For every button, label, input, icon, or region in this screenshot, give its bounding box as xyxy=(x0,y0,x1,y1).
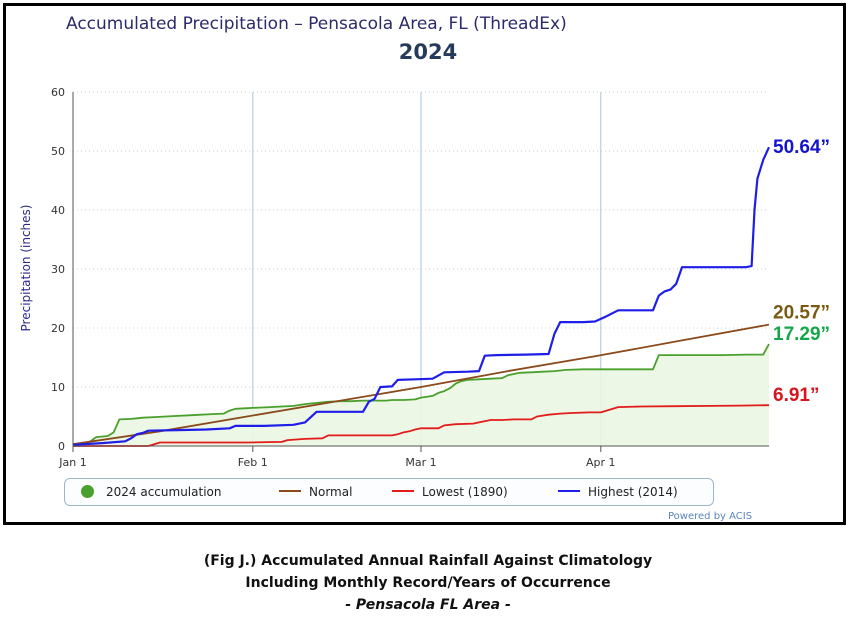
x-tick-label: Apr 1 xyxy=(586,456,616,469)
y-tick-label: 10 xyxy=(51,381,65,394)
brown-line-icon xyxy=(279,490,301,492)
y-tick-label: 0 xyxy=(58,440,65,453)
y-tick-label: 20 xyxy=(51,322,65,335)
series-line-2024-accumulation xyxy=(72,343,770,446)
caption-line-2: Including Monthly Record/Years of Occurr… xyxy=(245,575,611,591)
legend-item-2024[interactable]: 2024 accumulation xyxy=(81,485,221,499)
x-tick-label: Jan 1 xyxy=(58,456,86,469)
green-dot-icon xyxy=(81,485,94,498)
credits-link[interactable]: Powered by ACIS xyxy=(668,511,753,522)
legend-label-normal: Normal xyxy=(309,485,353,499)
series-line-normal xyxy=(72,323,770,446)
legend-label-highest: Highest (2014) xyxy=(588,485,678,499)
legend-item-normal[interactable]: Normal xyxy=(279,485,352,499)
y-axis-label: Precipitation (inches) xyxy=(19,205,33,332)
legend-item-lowest[interactable]: Lowest (1890) xyxy=(392,485,508,499)
end-value-label: 20.57” xyxy=(773,303,830,324)
legend-label-2024: 2024 accumulation xyxy=(106,485,222,499)
axis-layer: 0 10 20 30 40 50 60 Jan 1 Feb 1 Mar 1 Apr 1 xyxy=(51,86,769,469)
x-tick-label: Mar 1 xyxy=(405,456,436,469)
chart-subtitle: 2024 xyxy=(398,40,458,64)
x-tick-label: Feb 1 xyxy=(238,456,268,469)
y-tick-label: 40 xyxy=(51,204,65,217)
legend: 2024 accumulation Normal Lowest (1890) H… xyxy=(64,478,714,506)
end-value-label: 17.29” xyxy=(773,324,830,345)
y-tick-label: 30 xyxy=(51,263,65,276)
chart-title: Accumulated Precipitation – Pensacola Ar… xyxy=(66,14,567,34)
red-line-icon xyxy=(392,490,414,492)
series-layer xyxy=(72,146,771,447)
caption-line-1: (Fig J.) Accumulated Annual Rainfall Aga… xyxy=(203,553,653,569)
legend-item-highest[interactable]: Highest (2014) xyxy=(558,485,678,499)
y-tick-label: 50 xyxy=(51,145,65,158)
y-tick-label: 60 xyxy=(51,86,65,99)
blue-line-icon xyxy=(558,490,580,492)
legend-label-lowest: Lowest (1890) xyxy=(422,485,508,499)
caption-line-3: - Pensacola FL Area - xyxy=(345,597,511,613)
series-line-highest-2014 xyxy=(72,146,771,446)
series-line-lowest-1890 xyxy=(73,404,770,447)
end-label-layer: 17.29”20.57” 6.91” 50.64” xyxy=(773,137,830,406)
end-value-label: 50.64” xyxy=(773,137,830,158)
end-value-label: 6.91” xyxy=(773,385,819,406)
